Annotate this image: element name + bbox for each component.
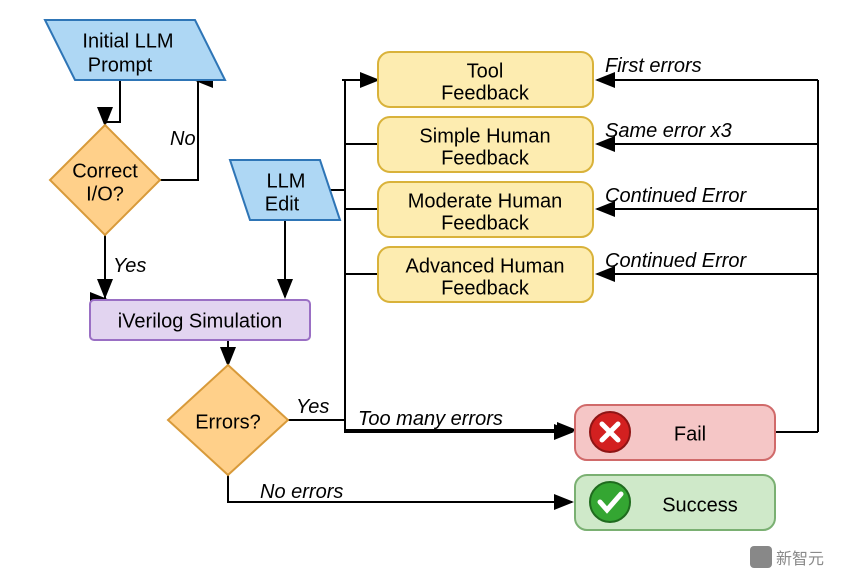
fail-label: Fail — [674, 423, 706, 445]
iverilog-simulation: iVerilog Simulation — [90, 300, 310, 340]
label-first-errors: First errors — [605, 55, 702, 77]
success-terminal: Success — [575, 475, 775, 530]
svg-text:Moderate Human: Moderate Human — [408, 190, 563, 212]
label-cont2: Continued Error — [605, 250, 748, 272]
llm-edit-line1: LLM — [267, 170, 306, 192]
svg-text:Feedback: Feedback — [441, 147, 530, 169]
label-cont1: Continued Error — [605, 185, 748, 207]
svg-text:Feedback: Feedback — [441, 82, 530, 104]
iverilog-label: iVerilog Simulation — [118, 310, 283, 332]
label-too-many: Too many errors — [358, 408, 503, 430]
simple-human-feedback: Simple Human Feedback — [378, 117, 593, 172]
label-same-error: Same error x3 — [605, 120, 732, 142]
errors-label: Errors? — [195, 411, 261, 433]
watermark-text: 新智元 — [776, 545, 824, 569]
initial-prompt-line1: Initial LLM — [82, 30, 173, 52]
tool-feedback: Tool Feedback — [378, 52, 593, 107]
label-yes-io: Yes — [113, 255, 146, 277]
watermark-icon — [750, 546, 772, 568]
svg-text:Tool: Tool — [467, 60, 504, 82]
errors-decision: Errors? — [168, 365, 288, 475]
success-label: Success — [662, 494, 738, 516]
correct-io-line1: Correct — [72, 160, 138, 182]
watermark: 新智元 — [750, 545, 824, 569]
fail-terminal: Fail — [575, 405, 775, 460]
fail-icon — [590, 412, 630, 452]
initial-llm-prompt: Initial LLM Prompt — [45, 20, 225, 80]
label-no: No — [170, 128, 196, 150]
svg-text:Feedback: Feedback — [441, 212, 530, 234]
moderate-human-feedback: Moderate Human Feedback — [378, 182, 593, 237]
svg-text:Advanced Human: Advanced Human — [406, 255, 565, 277]
initial-prompt-line2: Prompt — [88, 54, 153, 76]
success-icon — [590, 482, 630, 522]
correct-io-decision: Correct I/O? — [50, 125, 160, 235]
correct-io-line2: I/O? — [86, 183, 124, 205]
svg-text:Simple Human: Simple Human — [419, 125, 550, 147]
svg-text:Feedback: Feedback — [441, 277, 530, 299]
llm-edit: LLM Edit — [230, 160, 340, 220]
right-trunk — [775, 80, 818, 432]
label-no-err: No errors — [260, 481, 343, 503]
label-yes-err: Yes — [296, 396, 329, 418]
llm-edit-line2: Edit — [265, 193, 300, 215]
advanced-human-feedback: Advanced Human Feedback — [378, 247, 593, 302]
